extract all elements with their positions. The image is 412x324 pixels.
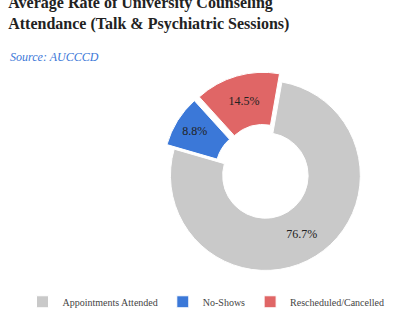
svg-text:Rescheduled/Cancelled: Rescheduled/Cancelled bbox=[290, 297, 384, 308]
svg-text:14.5%: 14.5% bbox=[228, 94, 259, 108]
svg-text:8.8%: 8.8% bbox=[182, 124, 207, 138]
svg-text:Source: AUCCCD: Source: AUCCCD bbox=[10, 50, 99, 64]
svg-text:Appointments Attended: Appointments Attended bbox=[63, 297, 158, 308]
svg-text:Average Rate of University Cou: Average Rate of University CounselingAtt… bbox=[8, 0, 289, 33]
svg-text:76.7%: 76.7% bbox=[286, 227, 317, 241]
svg-text:No-Shows: No-Shows bbox=[203, 297, 245, 308]
